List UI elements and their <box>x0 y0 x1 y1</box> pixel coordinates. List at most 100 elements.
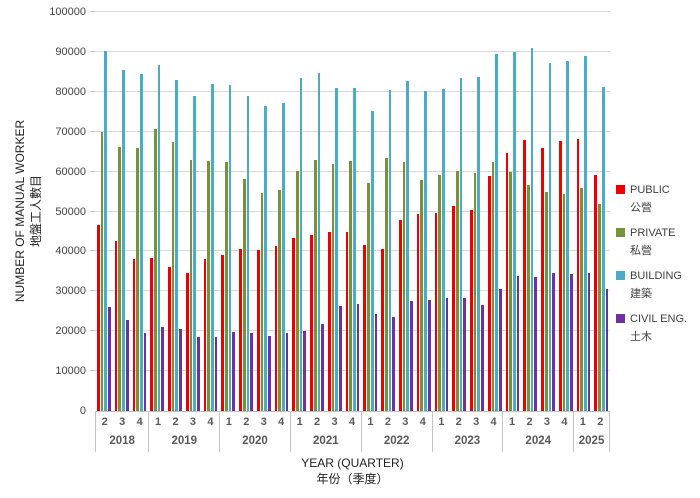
x-label-year: 2024 <box>525 435 552 447</box>
legend-item-building: BUILDING 建築 <box>616 266 687 304</box>
quarter-group-2024q3 <box>539 12 557 411</box>
y-tick-label: 0 <box>79 405 86 417</box>
x-axis-labels: 2 3 4 2018 1 2 3 4 2019 1 2 3 4 2020 1 2 3 4 2021 1 2 3 4 2022 1… <box>95 412 611 452</box>
bar-building <box>406 81 410 411</box>
x-label-quarter: 2 <box>172 416 179 428</box>
quarter-group-2019q4 <box>202 12 220 411</box>
x-label-quarter: 3 <box>331 416 338 428</box>
x-axis-title: YEAR (QUARTER) 年份（季度） <box>95 455 610 487</box>
quarter-group-2021q3 <box>326 12 344 411</box>
bars-layer <box>95 12 610 411</box>
bar-civil-eng <box>463 298 467 411</box>
x-year-group-2021: 1 2 3 4 2021 <box>289 412 361 452</box>
x-label-quarter: 2 <box>455 416 462 428</box>
legend-swatch-public-icon <box>616 185 625 194</box>
quarter-group-2022q4 <box>415 12 433 411</box>
y-tick-mark <box>90 130 95 132</box>
y-tick-label: 90000 <box>55 45 86 58</box>
bar-public <box>239 249 242 411</box>
bar-building <box>246 95 250 411</box>
bar-civil-eng <box>356 304 360 411</box>
bar-civil-eng <box>392 317 395 411</box>
gridline <box>95 130 610 132</box>
x-label-quarter: 1 <box>296 416 303 428</box>
bar-building <box>228 85 232 411</box>
bar-civil-eng <box>232 331 236 411</box>
bar-building <box>566 60 569 411</box>
y-tick-label: 20000 <box>55 325 86 338</box>
bar-civil-eng <box>427 300 431 411</box>
bar-private <box>456 171 459 411</box>
quarter-group-2023q4 <box>486 12 504 411</box>
bar-public <box>274 245 278 411</box>
bar-civil-eng <box>214 337 218 411</box>
bar-public <box>132 259 136 411</box>
bar-building <box>477 77 481 411</box>
bar-private <box>509 172 512 411</box>
y-tick-mark <box>90 330 95 332</box>
x-label-quarter: 2 <box>243 416 250 428</box>
bar-building <box>353 87 356 411</box>
bar-public <box>256 249 260 411</box>
bar-building <box>424 91 427 411</box>
legend-swatch-building-icon <box>616 271 625 280</box>
bar-civil-eng <box>285 333 289 411</box>
bar-private <box>260 192 264 411</box>
y-tick-label: 10000 <box>55 365 86 378</box>
bar-civil-eng <box>250 333 253 411</box>
x-label-quarter: 3 <box>189 416 197 428</box>
bar-public <box>452 205 455 411</box>
bar-private <box>367 183 370 411</box>
y-tick-mark <box>90 210 95 212</box>
x-axis-title-zh: 年份（季度） <box>316 472 389 486</box>
bar-building <box>157 64 161 411</box>
bar-private <box>438 175 441 411</box>
quarter-group-2021q4 <box>344 12 362 411</box>
x-label-quarter: 3 <box>543 416 551 428</box>
bar-civil-eng <box>179 329 182 411</box>
bar-private <box>136 148 139 411</box>
quarter-group-2019q1 <box>148 12 166 411</box>
bar-building <box>210 83 214 411</box>
bar-public <box>505 153 509 411</box>
x-year-group-2020: 1 2 3 4 2020 <box>219 412 290 452</box>
bar-private <box>118 147 122 411</box>
bar-building <box>441 89 445 411</box>
bar-civil-eng <box>143 332 147 411</box>
quarter-group-2021q2 <box>308 12 326 411</box>
bar-civil-eng <box>161 327 165 411</box>
gridline <box>95 50 610 52</box>
x-year-group-2023: 1 2 3 4 2023 <box>431 412 503 452</box>
quarter-group-2025q1 <box>575 12 593 411</box>
bar-private <box>580 187 584 411</box>
bar-building <box>139 73 143 411</box>
bar-civil-eng <box>445 298 449 411</box>
bar-private <box>171 142 175 411</box>
y-axis-title-zh: 地盤工人數目 <box>29 174 43 248</box>
x-label-quarter: 4 <box>561 416 568 428</box>
legend-label-private-zh: 私營 <box>630 245 652 257</box>
legend-label-public: PUBLIC <box>630 183 670 196</box>
bar-private <box>420 179 424 411</box>
x-label-year: 2018 <box>109 435 135 447</box>
bar-private <box>189 160 193 411</box>
x-axis-title-en: YEAR (QUARTER) <box>301 456 404 470</box>
quarter-group-2023q3 <box>468 12 486 411</box>
bar-private <box>349 160 353 411</box>
quarter-group-2020q4 <box>273 12 291 411</box>
bar-public <box>185 273 189 411</box>
x-label-quarter: 1 <box>367 416 374 428</box>
x-year-group-2019: 1 2 3 4 2019 <box>148 412 219 452</box>
bar-private <box>225 161 228 411</box>
bar-building <box>584 55 587 411</box>
bar-public <box>558 140 562 411</box>
bar-building <box>282 103 285 411</box>
bar-private <box>153 129 157 411</box>
bar-private <box>598 203 601 411</box>
quarter-group-2023q1 <box>433 12 451 411</box>
bar-civil-eng <box>605 289 609 411</box>
bar-public <box>292 238 296 411</box>
